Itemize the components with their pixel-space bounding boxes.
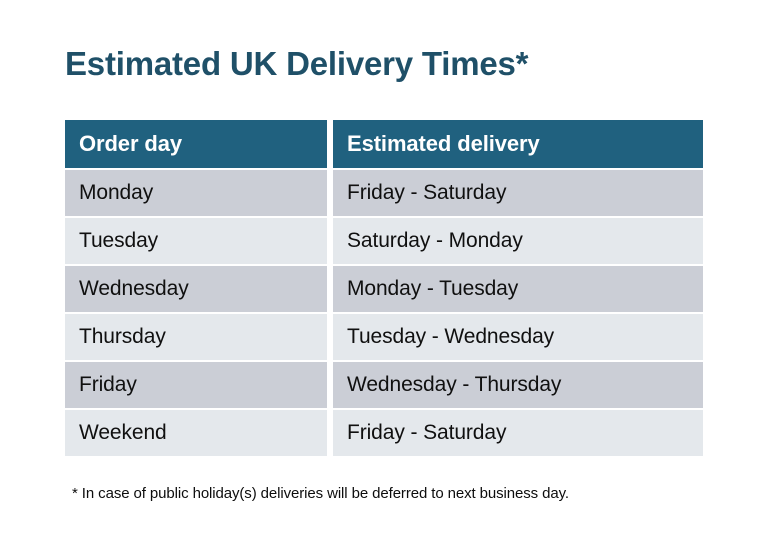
cell-estimated-delivery: Tuesday - Wednesday <box>333 314 703 360</box>
page-title: Estimated UK Delivery Times* <box>65 45 529 82</box>
table-header-row: Order day Estimated delivery <box>65 120 703 168</box>
cell-estimated-delivery: Wednesday - Thursday <box>333 362 703 408</box>
cell-estimated-delivery: Friday - Saturday <box>333 410 703 456</box>
cell-order-day: Thursday <box>65 314 327 360</box>
cell-order-day: Tuesday <box>65 218 327 264</box>
cell-order-day: Wednesday <box>65 266 327 312</box>
cell-order-day: Weekend <box>65 410 327 456</box>
table-row: Wednesday Monday - Tuesday <box>65 266 703 312</box>
cell-order-day: Friday <box>65 362 327 408</box>
column-header-order-day: Order day <box>65 120 327 168</box>
cell-estimated-delivery: Friday - Saturday <box>333 170 703 216</box>
cell-estimated-delivery: Saturday - Monday <box>333 218 703 264</box>
table-row: Thursday Tuesday - Wednesday <box>65 314 703 360</box>
delivery-times-table: Order day Estimated delivery Monday Frid… <box>65 120 703 458</box>
table-row: Friday Wednesday - Thursday <box>65 362 703 408</box>
table-row: Monday Friday - Saturday <box>65 170 703 216</box>
cell-order-day: Monday <box>65 170 327 216</box>
column-header-estimated-delivery: Estimated delivery <box>333 120 703 168</box>
cell-estimated-delivery: Monday - Tuesday <box>333 266 703 312</box>
table-row: Weekend Friday - Saturday <box>65 410 703 456</box>
table-row: Tuesday Saturday - Monday <box>65 218 703 264</box>
footnote-text: * In case of public holiday(s) deliverie… <box>72 485 569 502</box>
